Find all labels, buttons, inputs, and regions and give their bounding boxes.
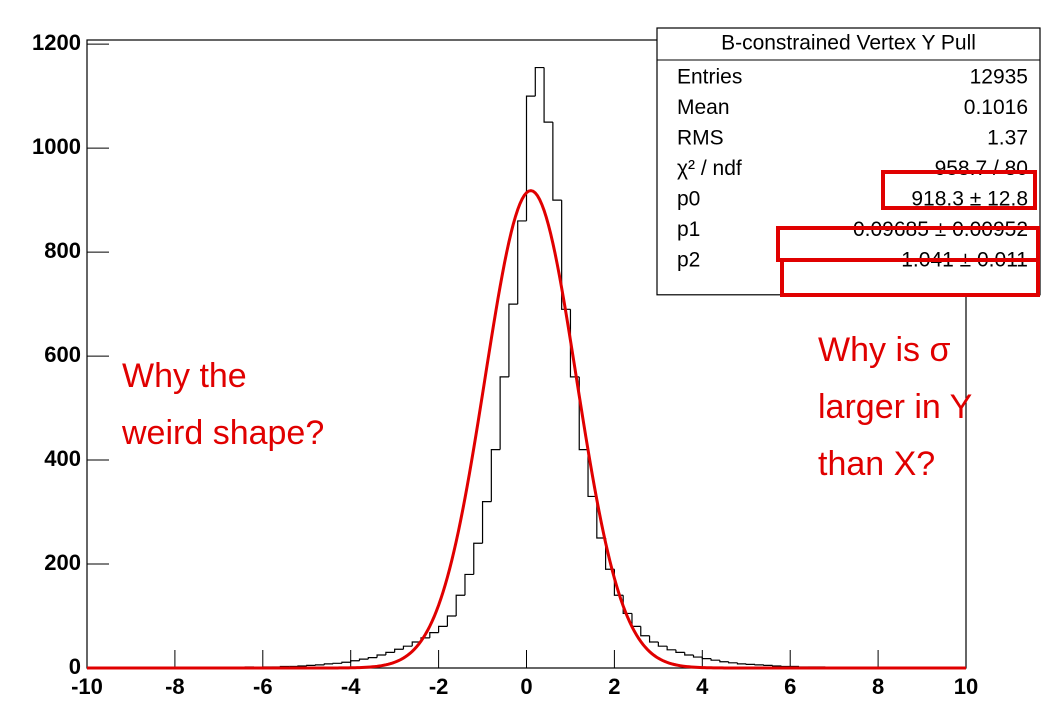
- stats-box: [656, 27, 1041, 296]
- histogram-bin: [341, 661, 351, 664]
- y-tick-label: 800: [44, 238, 81, 263]
- histogram-bin: [499, 376, 509, 450]
- stats-label: Mean: [677, 96, 730, 119]
- stats-value: 0.1016: [964, 96, 1028, 119]
- histogram-bin: [508, 303, 518, 377]
- histogram-bin: [411, 641, 422, 647]
- histogram-bin: [394, 648, 404, 653]
- histogram-bin: [675, 649, 685, 654]
- x-tick-label: -4: [341, 674, 361, 699]
- histogram-bin: [402, 645, 413, 650]
- histogram-bin: [429, 632, 439, 638]
- histogram-bin: [701, 657, 712, 660]
- histogram-bin: [728, 661, 738, 664]
- y-tick-label: 400: [44, 446, 81, 471]
- annotation: Why the: [122, 357, 247, 395]
- stats-title: B-constrained Vertex Y Pull: [721, 32, 976, 55]
- histogram-bin: [657, 642, 668, 647]
- histogram-bin: [306, 664, 316, 667]
- histogram-bin: [587, 449, 597, 498]
- histogram-bin: [648, 635, 659, 643]
- histogram-bin: [780, 665, 791, 668]
- histogram-bin: [350, 660, 360, 663]
- histogram-bin: [358, 658, 369, 661]
- histogram-bin: [596, 496, 606, 539]
- histogram-bin: [517, 220, 527, 305]
- histogram-bin: [323, 663, 334, 665]
- histogram-bin: [446, 615, 457, 627]
- y-tick-label: 600: [44, 342, 81, 367]
- histogram-bin: [561, 200, 571, 310]
- annotation: weird shape?: [121, 414, 324, 452]
- histogram-bin: [622, 595, 632, 615]
- stats-value: 958.7 / 80: [935, 157, 1028, 180]
- y-tick-label: 0: [69, 654, 81, 679]
- histogram-bin: [314, 664, 325, 666]
- histogram-bin: [297, 665, 307, 667]
- histogram-bin: [332, 662, 342, 664]
- histogram-bin: [640, 626, 650, 637]
- histogram-bin: [736, 662, 747, 665]
- histogram-bin: [376, 654, 386, 658]
- histogram-bin: [745, 663, 756, 665]
- x-tick-label: -8: [165, 674, 185, 699]
- histogram-bin: [543, 67, 553, 123]
- histogram-bin: [534, 66, 545, 97]
- stats-label: Entries: [677, 66, 742, 89]
- x-tick-label: -6: [253, 674, 273, 699]
- histogram-bin: [631, 613, 641, 628]
- x-tick-label: 8: [872, 674, 884, 699]
- fit-curve: [87, 189, 966, 670]
- highlight-box: [881, 170, 1037, 210]
- stats-value: 918.3 ± 12.8: [911, 188, 1028, 211]
- annotation: Why is σ: [818, 331, 950, 369]
- histogram-bin: [525, 95, 536, 221]
- histogram-bin: [754, 664, 764, 666]
- histogram-bin: [438, 625, 448, 633]
- x-tick-label: 2: [608, 674, 620, 699]
- histogram-bin: [719, 660, 729, 663]
- histogram-bin: [763, 664, 773, 667]
- histogram-bin: [490, 449, 501, 502]
- stats-value: 12935: [970, 66, 1028, 89]
- stats-label: χ² / ndf: [677, 157, 742, 180]
- y-tick-label: 200: [44, 550, 81, 575]
- annotation: larger in Y: [818, 388, 972, 426]
- stats-label: p0: [677, 188, 700, 211]
- histogram-bin: [684, 652, 694, 656]
- histogram-bin: [666, 646, 676, 651]
- histogram-bin: [464, 573, 474, 596]
- x-tick-label: 4: [696, 674, 709, 699]
- stats-label: p2: [677, 249, 700, 272]
- histogram-bin: [367, 657, 378, 660]
- histogram-bin: [473, 542, 483, 575]
- x-tick-label: 6: [784, 674, 796, 699]
- histogram-bin: [481, 501, 492, 544]
- x-tick-label: -2: [429, 674, 449, 699]
- stats-label: RMS: [677, 127, 724, 150]
- histogram-bin: [552, 122, 562, 201]
- stats-label: p1: [677, 218, 700, 241]
- y-tick-label: 1000: [32, 134, 81, 159]
- histogram-bin: [772, 665, 782, 667]
- histogram-bin: [385, 651, 395, 656]
- stats-value: 1.37: [987, 127, 1028, 150]
- histogram-bin: [692, 655, 703, 658]
- highlight-box: [780, 258, 1040, 297]
- annotation: than X?: [818, 445, 935, 483]
- histogram-bin: [455, 594, 465, 617]
- x-tick-label: -10: [71, 674, 103, 699]
- x-tick-label: 10: [954, 674, 978, 699]
- histogram-bin: [710, 658, 720, 661]
- x-tick-label: 0: [520, 674, 532, 699]
- y-tick-label: 1200: [32, 30, 81, 55]
